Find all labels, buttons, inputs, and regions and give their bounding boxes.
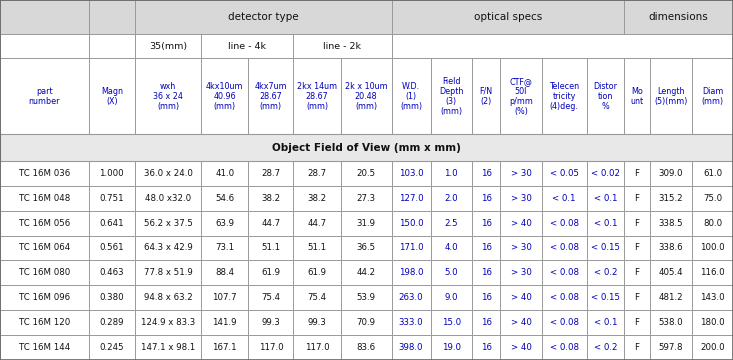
Bar [293, 285, 341, 310]
Text: wxh
36 x 24
(mm): wxh 36 x 24 (mm) [153, 82, 183, 111]
Bar [649, 161, 693, 186]
Bar [586, 260, 625, 285]
Bar [391, 186, 431, 211]
Text: 338.6: 338.6 [659, 243, 683, 252]
Bar [649, 211, 693, 235]
Bar [135, 161, 201, 186]
Bar [293, 211, 341, 235]
Bar [542, 235, 586, 260]
Text: F/N
(2): F/N (2) [479, 87, 493, 106]
Bar [248, 161, 293, 186]
Bar [0, 335, 89, 360]
Text: 0.561: 0.561 [100, 243, 124, 252]
Text: > 40: > 40 [511, 343, 531, 352]
Bar [135, 0, 391, 34]
Bar [431, 161, 472, 186]
Bar [542, 161, 586, 186]
Bar [542, 161, 586, 186]
Bar [542, 260, 586, 285]
Text: 70.9: 70.9 [357, 318, 375, 327]
Text: > 30: > 30 [511, 194, 531, 203]
Text: 56.2 x 37.5: 56.2 x 37.5 [144, 219, 193, 228]
Bar [135, 34, 201, 58]
Bar [341, 235, 391, 260]
Bar [542, 285, 586, 310]
Bar [693, 285, 733, 310]
Bar [625, 161, 649, 186]
Bar [542, 186, 586, 211]
Bar [542, 285, 586, 310]
Bar [341, 186, 391, 211]
Bar [649, 310, 693, 335]
Bar [89, 310, 135, 335]
Bar [693, 335, 733, 360]
Text: 64.3 x 42.9: 64.3 x 42.9 [144, 243, 193, 252]
Bar [431, 161, 472, 186]
Bar [625, 310, 649, 335]
Text: 44.2: 44.2 [356, 269, 376, 278]
Bar [542, 310, 586, 335]
Bar [0, 34, 89, 58]
Text: 1.000: 1.000 [100, 169, 124, 178]
Bar [201, 211, 248, 235]
Bar [89, 260, 135, 285]
Bar [0, 134, 733, 161]
Bar [693, 186, 733, 211]
Bar [341, 211, 391, 235]
Bar [501, 285, 542, 310]
Bar [293, 34, 391, 58]
Text: F: F [635, 318, 639, 327]
Text: Mo
unt: Mo unt [630, 87, 644, 106]
Bar [693, 211, 733, 235]
Bar [0, 34, 89, 58]
Bar [391, 235, 431, 260]
Text: W.D.
(1)
(mm): W.D. (1) (mm) [400, 82, 422, 111]
Bar [293, 285, 341, 310]
Bar [89, 0, 135, 34]
Text: < 0.08: < 0.08 [550, 343, 578, 352]
Text: 16: 16 [481, 194, 492, 203]
Bar [341, 285, 391, 310]
Bar [391, 260, 431, 285]
Bar [341, 161, 391, 186]
Bar [135, 211, 201, 235]
Bar [625, 161, 649, 186]
Bar [625, 186, 649, 211]
Bar [501, 260, 542, 285]
Bar [201, 260, 248, 285]
Text: 5.0: 5.0 [444, 269, 458, 278]
Bar [89, 285, 135, 310]
Text: < 0.1: < 0.1 [553, 194, 576, 203]
Bar [542, 235, 586, 260]
Bar [542, 211, 586, 235]
Text: > 30: > 30 [511, 269, 531, 278]
Bar [501, 285, 542, 310]
Bar [135, 285, 201, 310]
Bar [248, 310, 293, 335]
Bar [391, 335, 431, 360]
Bar [431, 335, 472, 360]
Bar [501, 235, 542, 260]
Text: F: F [635, 169, 639, 178]
Text: 41.0: 41.0 [216, 169, 235, 178]
Bar [0, 310, 89, 335]
Bar [501, 58, 542, 134]
Text: TC 16M 096: TC 16M 096 [19, 293, 70, 302]
Bar [89, 235, 135, 260]
Bar [201, 335, 248, 360]
Text: 597.8: 597.8 [659, 343, 683, 352]
Text: F: F [635, 343, 639, 352]
Text: 77.8 x 51.9: 77.8 x 51.9 [144, 269, 193, 278]
Bar [293, 186, 341, 211]
Bar [135, 58, 201, 134]
Bar [391, 285, 431, 310]
Bar [0, 186, 89, 211]
Bar [472, 260, 501, 285]
Bar [693, 58, 733, 134]
Text: Object Field of View (mm x mm): Object Field of View (mm x mm) [272, 143, 461, 153]
Text: < 0.1: < 0.1 [594, 318, 617, 327]
Bar [693, 235, 733, 260]
Bar [472, 285, 501, 310]
Bar [625, 58, 649, 134]
Bar [248, 335, 293, 360]
